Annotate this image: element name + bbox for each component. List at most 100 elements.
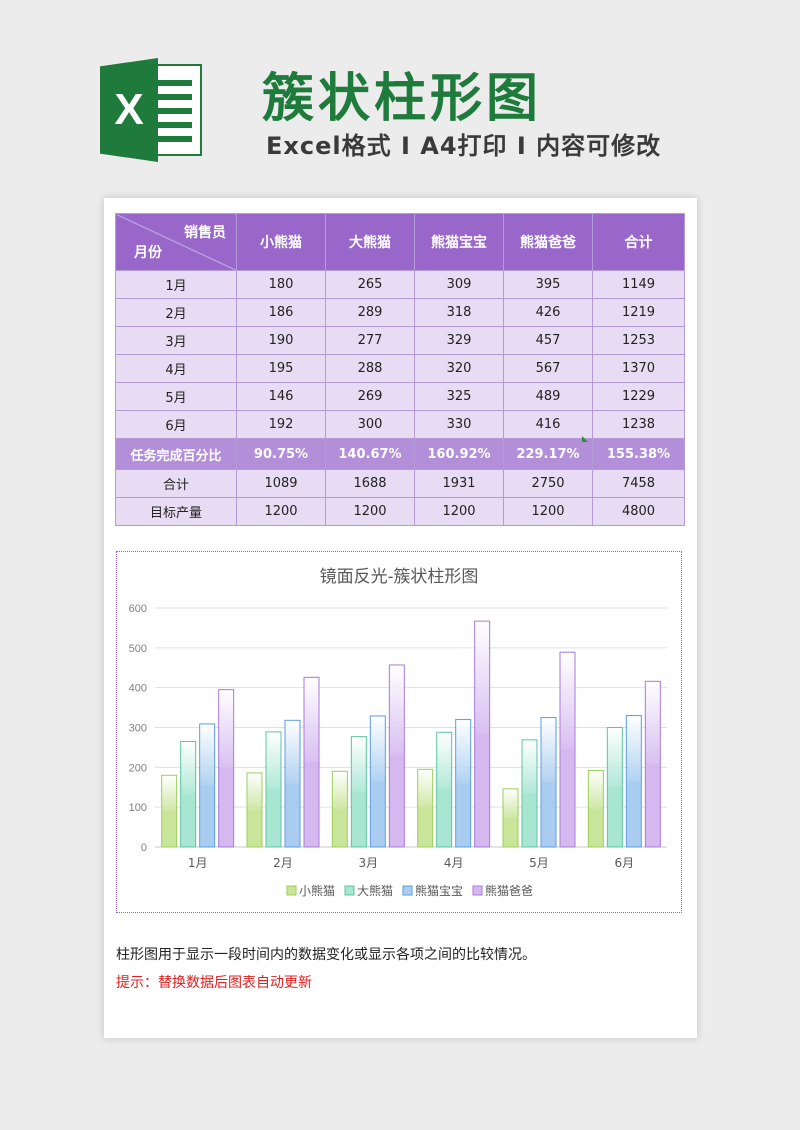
row-label[interactable]: 3月: [115, 326, 237, 355]
sales-table: 销售员 月份 小熊猫 大熊猫 熊猫宝宝 熊猫爸爸 合计 1月 180 265 3…: [115, 213, 685, 526]
table-row: 6月 192 300 330 416 1238: [115, 410, 685, 439]
table-cell[interactable]: 567: [503, 354, 593, 383]
table-cell[interactable]: 1200: [325, 497, 415, 526]
table-cell[interactable]: 1688: [325, 469, 415, 498]
table-cell[interactable]: 1149: [592, 270, 685, 299]
table-cell[interactable]: 489: [503, 382, 593, 411]
x-tick-label: 4月: [444, 856, 464, 870]
table-row: 2月 186 289 318 426 1219: [115, 298, 685, 327]
table-cell[interactable]: 1253: [592, 326, 685, 355]
bar-熊猫宝宝: [625, 715, 642, 848]
table-cell[interactable]: 265: [325, 270, 415, 299]
legend-label: 熊猫爸爸: [485, 883, 533, 898]
bar-熊猫爸爸: [644, 680, 661, 848]
table-cell[interactable]: 1931: [414, 469, 504, 498]
page-header: X 簇状柱形图 Excel格式 I A4打印 I 内容可修改: [0, 0, 800, 195]
row-label[interactable]: 合计: [115, 469, 237, 498]
bar-熊猫宝宝: [455, 719, 472, 848]
table-cell[interactable]: 288: [325, 354, 415, 383]
table-cell[interactable]: 140.67%: [325, 438, 415, 470]
table-header-row: 销售员 月份 小熊猫 大熊猫 熊猫宝宝 熊猫爸爸 合计: [115, 213, 685, 271]
table-cell[interactable]: 186: [236, 298, 326, 327]
table-cell[interactable]: 269: [325, 382, 415, 411]
table-cell[interactable]: 192: [236, 410, 326, 439]
bar-熊猫宝宝: [369, 715, 386, 848]
row-label[interactable]: 任务完成百分比: [115, 438, 237, 470]
table-cell[interactable]: 395: [503, 270, 593, 299]
bar-熊猫宝宝: [284, 719, 301, 848]
excel-logo-letter: X: [100, 58, 158, 162]
bar-小熊猫: [502, 788, 519, 848]
x-tick-label: 3月: [359, 856, 379, 870]
table-cell[interactable]: 1370: [592, 354, 685, 383]
bar-小熊猫: [417, 768, 434, 848]
table-cell[interactable]: 7458: [592, 469, 685, 498]
y-tick-label: 200: [129, 762, 147, 774]
bar-熊猫爸爸: [303, 676, 320, 848]
table-cell[interactable]: 426: [503, 298, 593, 327]
row-label[interactable]: 6月: [115, 410, 237, 439]
row-label[interactable]: 目标产量: [115, 497, 237, 526]
legend-label: 小熊猫: [299, 883, 335, 898]
table-cell[interactable]: 329: [414, 326, 504, 355]
excel-logo-icon: X: [100, 58, 204, 162]
column-header: 合计: [592, 213, 685, 271]
bar-熊猫爸爸: [218, 689, 235, 848]
table-cell[interactable]: 180: [236, 270, 326, 299]
row-label[interactable]: 4月: [115, 354, 237, 383]
table-cell[interactable]: 1200: [414, 497, 504, 526]
table-cell[interactable]: 229.17%: [503, 438, 593, 470]
x-tick-label: 1月: [188, 856, 208, 870]
table-cell[interactable]: 320: [414, 354, 504, 383]
table-cell[interactable]: 155.38%: [592, 438, 685, 470]
table-cell[interactable]: 318: [414, 298, 504, 327]
cell-comment-marker-icon: [582, 436, 588, 442]
table-row: 1月 180 265 309 395 1149: [115, 270, 685, 299]
table-cell[interactable]: 2750: [503, 469, 593, 498]
row-label[interactable]: 5月: [115, 382, 237, 411]
x-tick-label: 2月: [273, 856, 293, 870]
y-tick-label: 100: [129, 802, 147, 814]
bar-大熊猫: [521, 739, 538, 848]
table-cell[interactable]: 1089: [236, 469, 326, 498]
table-cell[interactable]: 1229: [592, 382, 685, 411]
y-tick-label: 400: [129, 683, 147, 695]
legend-swatch: [402, 885, 413, 896]
table-cell[interactable]: 1200: [503, 497, 593, 526]
y-tick-label: 500: [129, 643, 147, 655]
table-cell[interactable]: 1219: [592, 298, 685, 327]
table-cell[interactable]: 190: [236, 326, 326, 355]
legend-label: 大熊猫: [357, 883, 393, 898]
bar-大熊猫: [265, 731, 282, 848]
table-cell[interactable]: 146: [236, 382, 326, 411]
table-cell[interactable]: 195: [236, 354, 326, 383]
bar-熊猫宝宝: [540, 717, 557, 848]
table-cell[interactable]: 4800: [592, 497, 685, 526]
legend-label: 熊猫宝宝: [415, 883, 463, 898]
chart-area[interactable]: 镜面反光-簇状柱形图 0 100 200 300 400 500 600 1月 2月 3月 4月 5月…: [116, 551, 682, 913]
table-cell[interactable]: 325: [414, 382, 504, 411]
table-cell[interactable]: 330: [414, 410, 504, 439]
legend-swatch: [472, 885, 483, 896]
y-tick-label: 600: [129, 603, 147, 615]
table-cell[interactable]: 90.75%: [236, 438, 326, 470]
row-label[interactable]: 2月: [115, 298, 237, 327]
table-cell[interactable]: 309: [414, 270, 504, 299]
legend-swatch: [344, 885, 355, 896]
bar-大熊猫: [180, 740, 197, 848]
table-cell[interactable]: 160.92%: [414, 438, 504, 470]
percent-row: 任务完成百分比 90.75% 140.67% 160.92% 229.17% 1…: [115, 438, 685, 470]
row-label[interactable]: 1月: [115, 270, 237, 299]
table-cell[interactable]: 277: [325, 326, 415, 355]
column-header: 熊猫爸爸: [503, 213, 593, 271]
target-row: 目标产量 1200 1200 1200 1200 4800: [115, 497, 685, 526]
table-cell[interactable]: 457: [503, 326, 593, 355]
table-cell[interactable]: 1238: [592, 410, 685, 439]
chart-description: 柱形图用于显示一段时间内的数据变化或显示各项之间的比较情况。: [116, 947, 536, 963]
table-cell[interactable]: 1200: [236, 497, 326, 526]
x-tick-label: 5月: [529, 856, 549, 870]
table-cell[interactable]: 416: [503, 410, 593, 439]
table-cell[interactable]: 289: [325, 298, 415, 327]
table-cell[interactable]: 300: [325, 410, 415, 439]
